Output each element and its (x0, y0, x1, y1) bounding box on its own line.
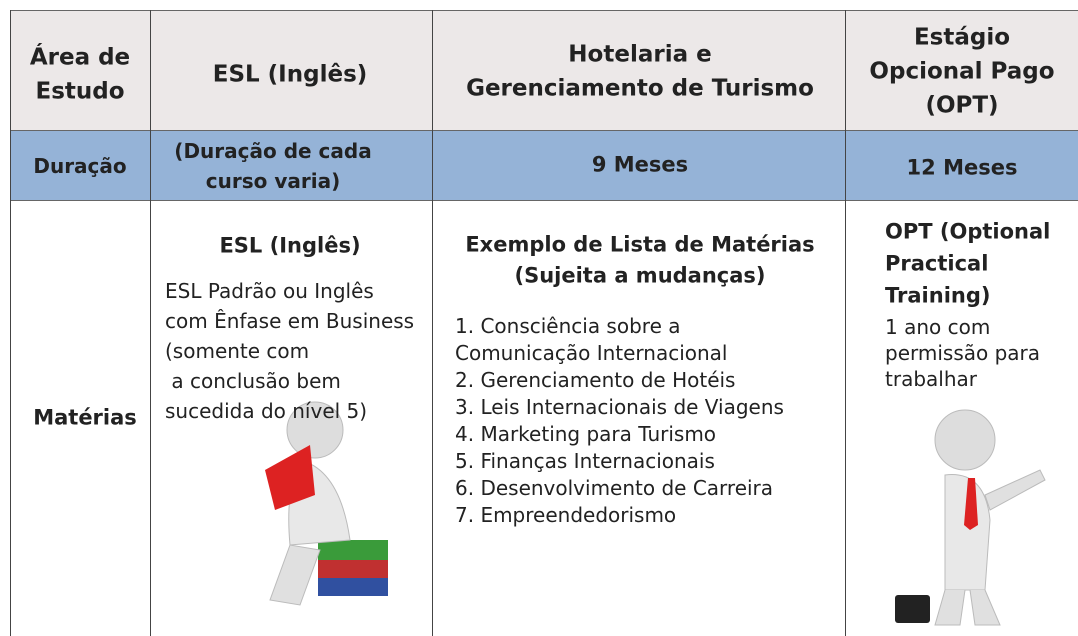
pointing-figure (895, 409, 1046, 626)
cell-text: 4. Marketing para Turismo (455, 422, 717, 446)
cell-text: Exemplo de Lista de Matérias (465, 232, 815, 257)
cell-text: 1. Consciência sobre a (455, 314, 681, 338)
cell-text: Hotelaria e (568, 41, 712, 68)
cell-text: 3. Leis Internacionais de Viagens (455, 395, 784, 419)
cell-text: curso varia) (205, 169, 341, 193)
cell-text: 7. Empreendedorismo (455, 503, 677, 527)
cell-text: Área de (29, 44, 131, 71)
cell-text: Comunicação Internacional (455, 341, 728, 365)
cell-text: 2. Gerenciamento de Hotéis (455, 368, 736, 392)
duration-bg (10, 130, 1078, 200)
cell-text: (Duração de cada (174, 139, 372, 163)
cell-text: 12 Meses (906, 155, 1018, 180)
cell-text: Estudo (35, 78, 125, 105)
cell-text: ESL (Inglês) (219, 233, 361, 258)
cell-text: Estágio (913, 24, 1011, 51)
cell-text: Training) (885, 283, 991, 308)
cell-text: Practical (885, 251, 989, 276)
cell-text: ESL (Inglês) (212, 61, 368, 88)
border (10, 130, 1078, 131)
header-bg (10, 10, 1078, 130)
cell-text: Duração (33, 154, 127, 178)
cell-text: ESL Padrão ou Inglês (165, 279, 374, 303)
cell-text: 1 ano com (885, 315, 991, 339)
border (845, 10, 846, 636)
border (10, 200, 1078, 201)
cell-text: a conclusão bem (165, 369, 341, 393)
border (150, 10, 151, 636)
reading-figure (265, 401, 388, 606)
border (432, 10, 433, 636)
cell-text: (Sujeita a mudanças) (514, 263, 766, 288)
cell-text: trabalhar (885, 367, 977, 391)
cell-text: (somente com (165, 339, 310, 363)
cell-text: permissão para (885, 341, 1041, 365)
border (10, 10, 1078, 11)
cell-text: OPT (Optional (885, 219, 1051, 244)
cell-text: 5. Finanças Internacionais (455, 449, 715, 473)
cell-text: Gerenciamento de Turismo (466, 75, 814, 102)
cell-text: 6. Desenvolvimento de Carreira (455, 476, 774, 500)
border (10, 10, 11, 636)
cell-text: 9 Meses (591, 152, 689, 177)
cell-text: sucedida do nível 5) (165, 399, 368, 423)
cell-text: (OPT) (925, 92, 999, 119)
cell-text: Opcional Pago (869, 58, 1055, 85)
cell-text: com Ênfase em Business (165, 309, 415, 333)
cell-text: Matérias (33, 405, 137, 430)
